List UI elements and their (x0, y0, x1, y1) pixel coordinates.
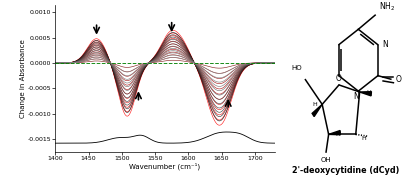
Text: 2'-deoxycytidine (dCyd): 2'-deoxycytidine (dCyd) (291, 166, 398, 175)
Text: NH$_2$: NH$_2$ (378, 1, 394, 13)
X-axis label: Wavenumber (cm⁻¹): Wavenumber (cm⁻¹) (129, 162, 200, 170)
Y-axis label: Change in Absorbance: Change in Absorbance (20, 39, 26, 118)
Text: O: O (335, 74, 341, 83)
Text: N: N (353, 92, 358, 101)
Text: N: N (381, 40, 387, 49)
Polygon shape (311, 104, 321, 117)
Polygon shape (328, 130, 339, 135)
Text: HO: HO (290, 65, 301, 71)
Text: H: H (360, 136, 365, 141)
Text: H: H (334, 132, 339, 137)
Text: O: O (395, 75, 401, 84)
Polygon shape (359, 92, 371, 96)
Text: OH: OH (320, 157, 330, 163)
Text: H: H (312, 102, 316, 107)
Text: H: H (365, 89, 370, 95)
